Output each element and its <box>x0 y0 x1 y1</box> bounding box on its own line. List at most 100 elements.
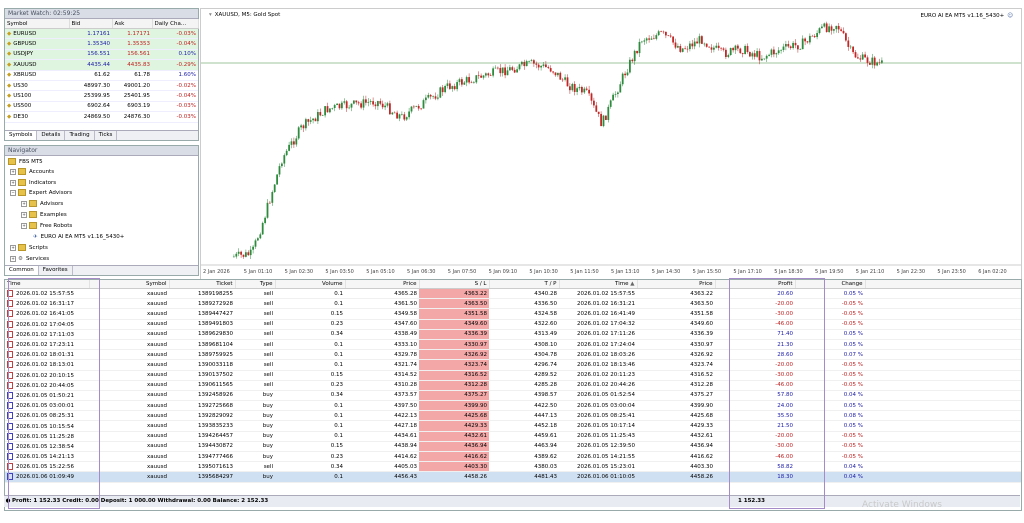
candle-body <box>631 59 634 62</box>
candle-body <box>667 35 670 36</box>
col-symbol[interactable]: Symbol <box>89 280 170 289</box>
trade-row[interactable]: 2026.01.02 17:04:05 xauusd 1389491803 sell 0… <box>5 319 1021 330</box>
open-time-cell: 2026.01.05 01:50:21 <box>5 390 89 402</box>
market-watch-row[interactable]: ◆ US500 6902.64 6903.19 -0.03% <box>5 101 198 113</box>
col-ask[interactable]: Ask <box>112 19 153 29</box>
market-watch-row[interactable]: ◆ US100 25399.95 25401.95 -0.04% <box>5 90 198 102</box>
blank-cell <box>865 410 1021 422</box>
market-watch-row[interactable]: ◆ XAUUSD 4435.44 4435.83 -0.29% <box>5 59 198 71</box>
candle-body <box>369 101 372 102</box>
expand-icon[interactable]: + <box>10 179 16 186</box>
market-watch-row[interactable]: ◆ EURUSD 1.17161 1.17171 -0.03% <box>5 28 198 40</box>
tab-ticks[interactable]: Ticks <box>95 131 118 140</box>
trade-row[interactable]: 2026.01.05 14:21:13 xauusd 1394777466 buy 0.… <box>5 451 1021 463</box>
expand-icon[interactable]: + <box>10 255 16 262</box>
trade-row[interactable]: 2026.01.05 12:38:54 xauusd 1394430872 buy 0.… <box>5 441 1021 453</box>
candle-body <box>374 104 377 107</box>
candle-body <box>473 82 475 83</box>
type-cell: sell <box>235 319 275 330</box>
nav-scripts[interactable]: + Scripts <box>10 243 48 253</box>
candle-body <box>830 26 833 31</box>
market-watch-row[interactable]: ◆ GBPUSD 1.35340 1.35353 -0.04% <box>5 38 198 50</box>
col-tp[interactable]: T / P <box>489 280 560 289</box>
volume-cell: 0.1 <box>275 471 345 483</box>
expand-icon[interactable]: + <box>10 168 16 175</box>
trade-row[interactable]: 2026.01.06 01:09:49 xauusd 1395684297 buy 0.… <box>5 471 1021 483</box>
market-watch-row[interactable]: ◆ US30 48997.30 49001.20 -0.02% <box>5 80 198 92</box>
col-sl[interactable]: S / L <box>419 280 490 289</box>
trade-row[interactable]: 2026.01.02 18:13:01 xauusd 1390033118 sell 0… <box>5 359 1021 371</box>
col-ticket[interactable]: Ticket <box>169 280 236 289</box>
col-change[interactable]: Change <box>795 280 866 289</box>
trade-row[interactable]: 2026.01.02 16:41:05 xauusd 1389447427 sell 0… <box>5 308 1021 320</box>
expert-advisors-icon <box>18 189 26 196</box>
trade-row[interactable]: 2026.01.02 16:31:17 xauusd 1389272928 sell 0… <box>5 298 1021 310</box>
tab-details[interactable]: Details <box>37 131 66 140</box>
ask-cell: 61.78 <box>112 70 152 81</box>
nav-indicators[interactable]: + Indicators <box>10 178 56 188</box>
collapse-icon[interactable]: − <box>10 189 16 196</box>
trade-row[interactable]: 2026.01.05 11:25:28 xauusd 1394264457 buy 0.… <box>5 431 1021 442</box>
col-close-price[interactable]: Price <box>637 280 716 289</box>
nav-examples[interactable]: + Examples <box>21 210 67 220</box>
nav-advisors[interactable]: + Advisors <box>21 199 63 209</box>
open-time-cell: 2026.01.02 17:04:05 <box>5 319 89 330</box>
expand-icon[interactable]: + <box>21 200 27 207</box>
nav-free-robots[interactable]: + Free Robots <box>21 221 72 231</box>
trade-row[interactable]: 2026.01.02 18:01:31 xauusd 1389759925 sell 0… <box>5 349 1021 361</box>
trade-row[interactable]: 2026.01.02 20:10:15 xauusd 1390137502 sell 0… <box>5 370 1021 381</box>
trade-row[interactable]: 2026.01.05 08:25:31 xauusd 1392829092 buy 0.… <box>5 410 1021 422</box>
stop-loss-cell: 4403.30 <box>419 461 489 473</box>
tab-symbols[interactable]: Symbols <box>5 131 38 140</box>
candle-body <box>681 48 684 52</box>
chart-menu-icon[interactable]: ▾ <box>209 12 212 18</box>
trade-row[interactable]: 2026.01.05 10:15:54 xauusd 1393835233 buy 0.… <box>5 420 1021 432</box>
trade-row[interactable]: 2026.01.05 01:50:21 xauusd 1392458926 buy 0.… <box>5 390 1021 402</box>
trade-row[interactable]: 2026.01.02 20:44:05 xauusd 1390611565 sell 0… <box>5 380 1021 391</box>
trade-row[interactable]: 2026.01.05 15:22:56 xauusd 1395071613 sell 0… <box>5 461 1021 473</box>
candle-body <box>530 60 533 62</box>
tab-favorites[interactable]: Favorites <box>39 266 73 275</box>
trade-row[interactable]: 2026.01.02 17:11:03 xauusd 1389629830 sell 0… <box>5 329 1021 340</box>
market-watch-row[interactable]: ◆ XBRUSD 61.62 61.78 1.60% <box>5 70 198 81</box>
nav-ea-item[interactable]: ✈ EURO AI EA MT5 v1.16_5430+ <box>33 232 124 242</box>
nav-accounts[interactable]: + Accounts <box>10 167 54 177</box>
expand-icon[interactable]: + <box>21 211 27 218</box>
candle-body <box>511 67 514 70</box>
ticket-cell: 1389759925 <box>169 349 235 361</box>
folder-icon <box>29 222 37 229</box>
market-watch-row[interactable]: ◆ USDJPY 156.551 156.561 0.10% <box>5 49 198 61</box>
candle-body <box>770 49 773 55</box>
tab-trading[interactable]: Trading <box>65 131 95 140</box>
candle-body <box>278 166 281 175</box>
col-type[interactable]: Type <box>235 280 276 289</box>
nav-broker[interactable]: FBS MT5 <box>8 157 43 167</box>
bid-cell: 4435.44 <box>69 59 112 71</box>
trade-row[interactable]: 2026.01.05 03:00:01 xauusd 1392725668 buy 0.… <box>5 400 1021 412</box>
expand-icon[interactable]: + <box>10 244 16 251</box>
nav-expert-advisors[interactable]: − Expert Advisors <box>10 188 72 198</box>
col-close-time[interactable]: Time ▲ <box>559 280 638 289</box>
col-time[interactable]: Time <box>5 280 90 289</box>
tab-common[interactable]: Common <box>5 266 39 275</box>
change-cell: -0.03% <box>152 101 198 113</box>
trade-row[interactable]: 2026.01.02 17:23:11 xauusd 1389681104 sell 0… <box>5 339 1021 351</box>
col-daily-change[interactable]: Daily Cha... <box>152 19 199 29</box>
candle-body <box>749 52 751 57</box>
col-bid[interactable]: Bid <box>69 19 113 29</box>
col-profit[interactable]: Profit <box>715 280 796 289</box>
price-chart[interactable]: 2 Jan 2026 5 Jan 01:10 5 Jan 02:30 5 Jan 03… <box>200 8 1022 280</box>
candle-body <box>768 54 770 56</box>
market-watch-row[interactable]: ◆ DE30 24869.50 24876.30 -0.03% <box>5 111 198 123</box>
take-profit-cell: 4380.03 <box>489 461 559 473</box>
candle-body <box>585 88 588 90</box>
col-volume[interactable]: Volume <box>275 280 346 289</box>
col-price[interactable]: Price <box>345 280 420 289</box>
col-symbol[interactable]: Symbol <box>5 19 70 29</box>
candle-body <box>595 105 598 112</box>
navigator-panel: Navigator FBS MT5 + Accounts + Indicators … <box>4 145 199 276</box>
trade-row[interactable]: 2026.01.02 15:57:55 xauusd 1389198255 sell 0… <box>5 288 1021 300</box>
expand-icon[interactable]: + <box>21 222 27 229</box>
change-cell: 0.04 % <box>795 471 865 483</box>
nav-services[interactable]: + ⚙ Services <box>10 254 49 264</box>
